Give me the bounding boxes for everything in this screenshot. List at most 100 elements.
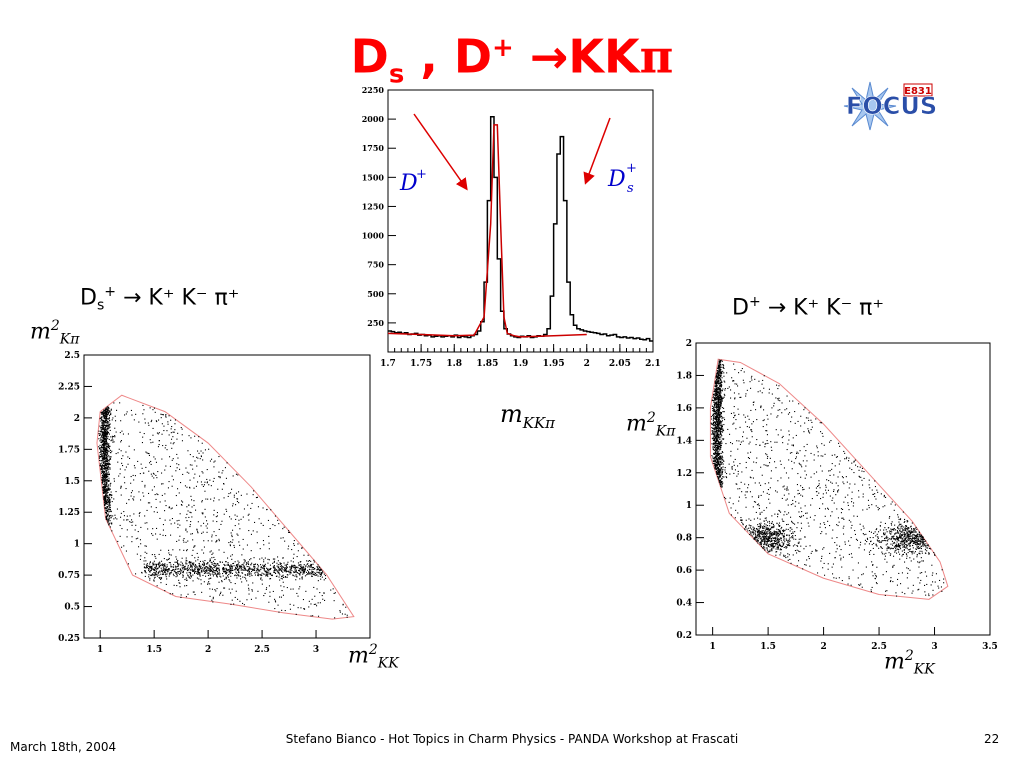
dalitz-ds-point bbox=[147, 502, 149, 504]
dalitz-dplus-point bbox=[873, 553, 875, 555]
dalitz-ds-point bbox=[246, 562, 248, 564]
dalitz-dplus-point bbox=[716, 462, 718, 464]
dalitz-dplus-point bbox=[776, 491, 778, 493]
dalitz-ds-point bbox=[154, 574, 156, 576]
dalitz-ds-point bbox=[179, 513, 181, 515]
dalitz-ds-point bbox=[126, 411, 128, 413]
dalitz-ds-point bbox=[319, 573, 321, 575]
dalitz-ds-point bbox=[189, 577, 191, 579]
dalitz-dplus-point bbox=[844, 543, 846, 545]
dalitz-ds-point bbox=[280, 537, 282, 539]
dalitz-dplus-point bbox=[869, 487, 871, 489]
dalitz-ds-point bbox=[218, 581, 220, 583]
dalitz-dplus-point bbox=[859, 544, 861, 546]
dalitz-ds-point bbox=[211, 573, 213, 575]
dalitz-ds-point bbox=[106, 414, 108, 416]
dalitz-dplus-point bbox=[716, 449, 718, 451]
dalitz-dplus-point bbox=[733, 363, 735, 365]
dalitz-ds-point bbox=[267, 573, 269, 575]
dalitz-ds-point bbox=[170, 432, 172, 434]
dalitz-dplus-ytick-label: 0.8 bbox=[676, 534, 692, 544]
dalitz-dplus-point bbox=[715, 401, 717, 403]
dalitz-dplus-point bbox=[718, 458, 720, 460]
dalitz-dplus-point bbox=[877, 491, 879, 493]
dalitz-ds-point bbox=[201, 442, 203, 444]
dalitz-dplus-point bbox=[718, 423, 720, 425]
dalitz-dplus-point bbox=[858, 496, 860, 498]
dalitz-ds-point bbox=[166, 566, 168, 568]
dalitz-ds-point bbox=[256, 569, 258, 571]
dalitz-ds-point bbox=[167, 421, 169, 423]
dalitz-dplus-point bbox=[880, 521, 882, 523]
dalitz-ds-point bbox=[107, 413, 109, 415]
dalitz-dplus-point bbox=[824, 527, 826, 529]
dalitz-dplus-point bbox=[796, 552, 798, 554]
dalitz-dplus-point bbox=[825, 533, 827, 535]
dalitz-ds-point bbox=[263, 565, 265, 567]
dalitz-ds-point bbox=[105, 453, 107, 455]
dalitz-ds-point bbox=[147, 422, 149, 424]
dalitz-ds-point bbox=[110, 458, 112, 460]
dalitz-ds-point bbox=[107, 487, 109, 489]
dalitz-ds-point bbox=[101, 435, 103, 437]
dalitz-ds-point bbox=[213, 565, 215, 567]
dalitz-ds-point bbox=[283, 562, 285, 564]
dalitz-ds-point bbox=[176, 438, 178, 440]
dalitz-ds-point bbox=[263, 569, 265, 571]
dalitz-dplus-point bbox=[716, 380, 718, 382]
dalitz-ds-point bbox=[274, 608, 276, 610]
dalitz-ds-point bbox=[105, 484, 107, 486]
dalitz-dplus-point bbox=[723, 407, 725, 409]
dalitz-dplus-point bbox=[720, 433, 722, 435]
dalitz-ds-point bbox=[334, 592, 336, 594]
dalitz-ds-point bbox=[183, 569, 185, 571]
dalitz-ds-point bbox=[144, 422, 146, 424]
dalitz-ds-point bbox=[189, 563, 191, 565]
dalitz-dplus-point bbox=[928, 553, 930, 555]
dalitz-dplus-point bbox=[720, 457, 722, 459]
dalitz-dplus-point bbox=[725, 443, 727, 445]
dalitz-ds-point bbox=[217, 573, 219, 575]
dalitz-dplus-point bbox=[919, 572, 921, 574]
dalitz-ds-point bbox=[199, 575, 201, 577]
dalitz-ds-point bbox=[107, 522, 109, 524]
dalitz-dplus-point bbox=[715, 405, 717, 407]
dalitz-ds-point bbox=[313, 568, 315, 570]
dalitz-ds-point bbox=[179, 582, 181, 584]
dalitz-ds-point bbox=[101, 419, 103, 421]
dalitz-ds-point bbox=[257, 590, 259, 592]
dalitz-ds-point bbox=[172, 593, 174, 595]
dalitz-ds-point bbox=[285, 567, 287, 569]
dalitz-dplus-point bbox=[851, 556, 853, 558]
dalitz-ds-point bbox=[189, 487, 191, 489]
dalitz-ds-point bbox=[109, 502, 111, 504]
dalitz-ds-point bbox=[207, 583, 209, 585]
dalitz-ds-point bbox=[100, 427, 102, 429]
dalitz-ds-point bbox=[169, 456, 171, 458]
dalitz-ds-point bbox=[160, 578, 162, 580]
dalitz-dplus-point bbox=[713, 435, 715, 437]
dalitz-dplus-point bbox=[788, 477, 790, 479]
dalitz-dplus-point bbox=[730, 507, 732, 509]
dalitz-dplus-point bbox=[827, 508, 829, 510]
dalitz-ds-point bbox=[155, 565, 157, 567]
dalitz-ds-point bbox=[108, 448, 110, 450]
dalitz-ds-point bbox=[342, 604, 344, 606]
dalitz-dplus-point bbox=[932, 589, 934, 591]
dalitz-dplus-ytick-label: 1.8 bbox=[676, 371, 692, 381]
dalitz-dplus-point bbox=[720, 460, 722, 462]
dalitz-ds-point bbox=[105, 472, 107, 474]
dalitz-ds-point bbox=[202, 513, 204, 515]
dalitz-ds-point bbox=[175, 572, 177, 574]
dalitz-dplus-point bbox=[711, 405, 713, 407]
dalitz-dplus-point bbox=[847, 583, 849, 585]
dalitz-ds-point bbox=[100, 429, 102, 431]
dalitz-dplus-point bbox=[715, 449, 717, 451]
dalitz-ds-point bbox=[249, 559, 251, 561]
dalitz-dplus-point bbox=[846, 456, 848, 458]
dalitz-ds-point bbox=[137, 460, 139, 462]
dalitz-ds-point bbox=[104, 412, 106, 414]
dalitz-ds-point bbox=[175, 568, 177, 570]
dalitz-ds-point bbox=[101, 422, 103, 424]
dalitz-ds-point bbox=[108, 456, 110, 458]
